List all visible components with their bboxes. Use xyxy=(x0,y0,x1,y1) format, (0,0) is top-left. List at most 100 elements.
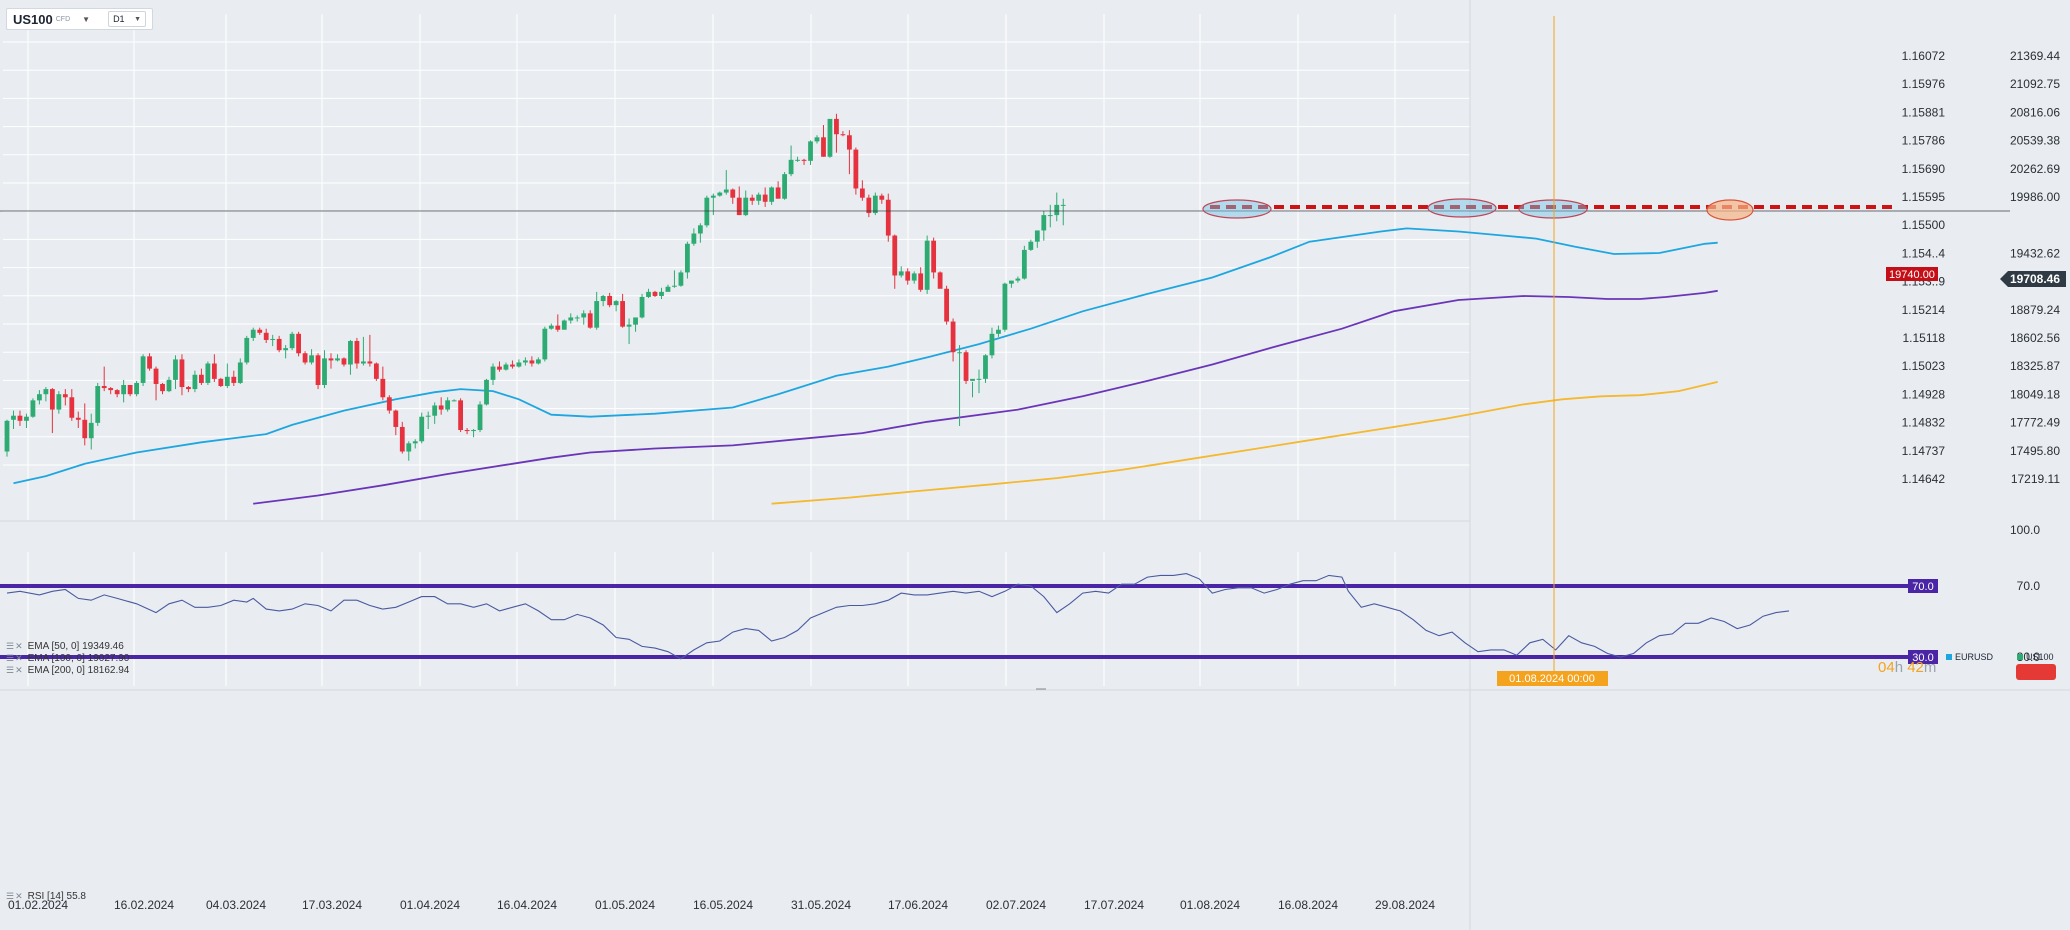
candle-body xyxy=(438,405,444,410)
sell-button[interactable] xyxy=(2016,664,2056,680)
y-left-tick: 1.14737 xyxy=(1902,444,1946,458)
y-left-tick: 1.15214 xyxy=(1902,303,1946,317)
candle-body xyxy=(114,390,120,395)
settings-icon[interactable]: ☰✕ xyxy=(6,665,24,675)
candle-body xyxy=(231,376,237,383)
x-tick: 16.02.2024 xyxy=(114,898,174,912)
candle-body xyxy=(672,285,677,287)
candle-body xyxy=(898,271,904,276)
candle-body xyxy=(419,416,425,442)
candle-body xyxy=(315,355,321,385)
symbol-name[interactable]: US100 xyxy=(13,11,53,27)
candle-timer: 04h 42m xyxy=(1878,659,1936,676)
candle-body xyxy=(328,358,334,361)
indicator-label: EMA [200, 0] 18162.94 xyxy=(27,665,130,676)
candle-body xyxy=(56,394,62,410)
indicator-ema200[interactable]: ☰✕ EMA [200, 0] 18162.94 xyxy=(6,665,129,676)
legend-eurusd[interactable]: EURUSD xyxy=(1946,652,1993,662)
indicator-ema100[interactable]: ☰✕ EMA [100, 0] 19027.90 xyxy=(6,653,129,664)
candle-body xyxy=(406,443,412,452)
candle-body xyxy=(516,362,522,367)
candle-body xyxy=(633,317,638,325)
y-left-tick: 1.154..4 xyxy=(1902,246,1946,260)
candle-body xyxy=(905,271,911,281)
settings-icon[interactable]: ☰✕ xyxy=(6,641,24,651)
y-left-tick: 1.15595 xyxy=(1902,190,1946,204)
timeframe-select[interactable]: D1 ▼ xyxy=(108,11,147,27)
candle-body xyxy=(814,137,820,142)
series-color-swatch xyxy=(2017,654,2023,660)
x-tick: 01.02.2024 xyxy=(8,898,68,912)
candle-body xyxy=(224,376,230,387)
candle-body xyxy=(503,364,509,370)
candle-body xyxy=(730,189,736,198)
y-left-tick: 1.15118 xyxy=(1903,331,1946,345)
y-right-tick: 18325.87 xyxy=(2010,359,2060,373)
candle-body xyxy=(996,329,1001,334)
candle-body xyxy=(75,417,81,420)
instrument-type: CFD xyxy=(55,15,71,23)
candle-body xyxy=(1015,278,1021,281)
x-tick: 16.04.2024 xyxy=(497,898,557,912)
candles xyxy=(4,113,1066,461)
candle-body xyxy=(192,374,198,390)
candle-body xyxy=(659,291,664,296)
x-tick: 17.06.2024 xyxy=(888,898,948,912)
candle-body xyxy=(445,400,451,410)
y-left-tick: 1.15786 xyxy=(1902,134,1946,148)
indicator-ema50[interactable]: ☰✕ EMA [50, 0] 19349.46 xyxy=(6,641,124,652)
current-price-tag xyxy=(2000,271,2066,287)
rsi-axis-label: 70.0 xyxy=(2017,579,2041,593)
settings-icon[interactable]: ☰✕ xyxy=(6,653,24,663)
candle-body xyxy=(361,361,366,364)
candle-body xyxy=(62,394,68,398)
candle-body xyxy=(367,361,373,364)
x-tick: 29.08.2024 xyxy=(1375,898,1435,912)
candle-body xyxy=(88,422,94,439)
settings-icon[interactable]: ☰✕ xyxy=(6,891,24,901)
candle-body xyxy=(911,273,917,281)
y-right-tick: 17219.11 xyxy=(2011,472,2060,486)
symbol-dropdown-icon[interactable]: ▼ xyxy=(82,14,91,24)
indicator-label: EMA [100, 0] 19027.90 xyxy=(27,653,130,664)
indicator-rsi[interactable]: ☰✕ RSI [14] 55.8 xyxy=(6,891,86,902)
candle-body xyxy=(963,352,969,381)
candle-body xyxy=(685,243,690,273)
candle-body xyxy=(373,363,379,379)
legend-us100[interactable]: US100 xyxy=(2017,652,2054,662)
candle-body xyxy=(302,353,308,363)
candle-body xyxy=(827,118,833,157)
axes: 1.16072 1.15976 1.15881 1.15786 1.15690 1.155… xyxy=(8,49,2066,912)
candle-body xyxy=(160,383,165,392)
candle-body xyxy=(354,340,360,364)
x-tick: 16.08.2024 xyxy=(1278,898,1338,912)
candle-body xyxy=(924,240,930,290)
chevron-down-icon: ▼ xyxy=(134,15,142,23)
candle-body xyxy=(1054,204,1060,216)
candle-body xyxy=(237,362,243,383)
y-left-tick: 1.16072 xyxy=(1902,49,1946,63)
candle-body xyxy=(704,197,710,226)
candle-body xyxy=(250,329,256,338)
candle-body xyxy=(542,328,548,360)
candle-body xyxy=(523,360,528,363)
candle-body xyxy=(788,159,794,175)
timer-minutes: 42 xyxy=(1907,659,1924,676)
y-left-tick: 1.15881 xyxy=(1902,105,1946,119)
candle-body xyxy=(270,338,276,340)
candle-body xyxy=(173,359,178,380)
candle-body xyxy=(24,416,29,421)
candle-body xyxy=(211,363,217,379)
timer-hours: 04 xyxy=(1878,659,1895,676)
rsi-line xyxy=(6,573,1790,660)
candle-body xyxy=(555,325,561,330)
candle-body xyxy=(529,360,535,364)
rsi-level-label: 70.0 xyxy=(1912,581,1933,593)
candle-body xyxy=(283,348,289,351)
y-left-tick: 1.14832 xyxy=(1902,416,1946,430)
candle-body xyxy=(335,358,340,361)
candle-body xyxy=(568,317,574,321)
candle-body xyxy=(801,159,807,161)
